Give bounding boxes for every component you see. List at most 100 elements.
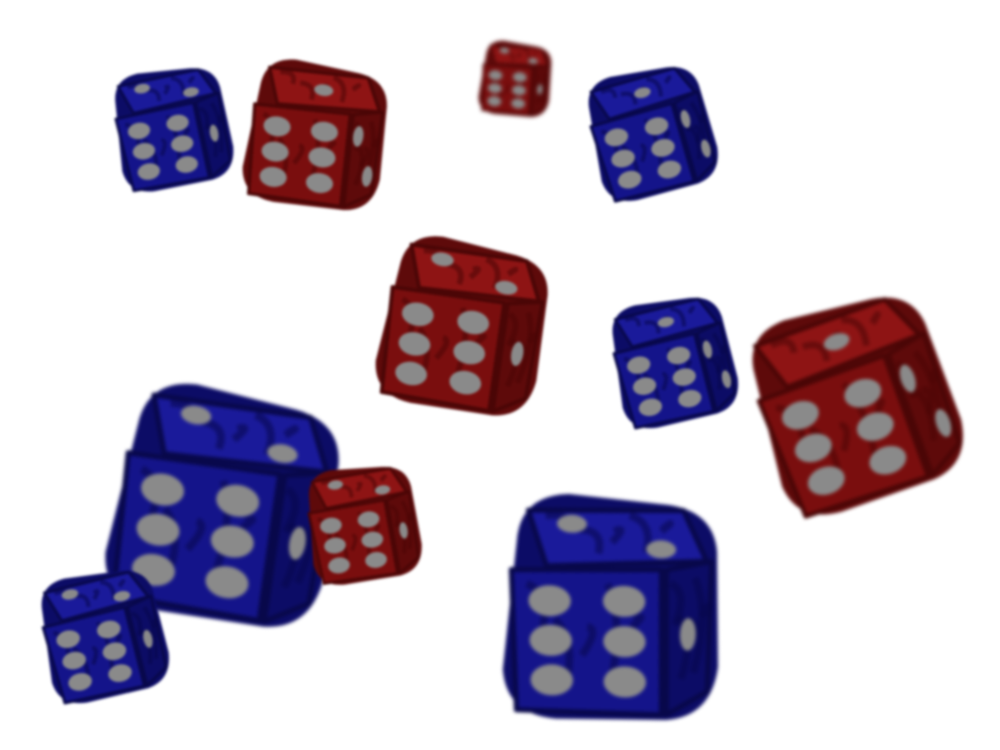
side-face	[530, 65, 551, 117]
pip	[216, 484, 260, 517]
pip	[511, 98, 526, 109]
marble-grain	[142, 605, 159, 659]
red-die-top-left	[225, 45, 406, 226]
marble-grain	[869, 311, 881, 326]
marble-grain	[358, 146, 371, 168]
blue-die-center-right	[590, 279, 754, 443]
pip	[678, 389, 702, 408]
pip	[618, 170, 642, 189]
marble-grain	[187, 75, 195, 84]
top-face	[613, 297, 719, 349]
blue-die-bottom-left-graphic	[41, 570, 170, 705]
pip	[611, 149, 635, 168]
blue-die-top-right	[565, 47, 735, 217]
pip	[453, 340, 486, 365]
front-face	[508, 567, 664, 718]
side-face	[342, 110, 385, 209]
pip	[856, 412, 894, 442]
red-die-bottom-left-large	[290, 452, 435, 597]
pip	[632, 377, 657, 395]
pip	[781, 400, 819, 430]
front-face	[612, 332, 716, 430]
pip	[261, 141, 289, 162]
front-face	[41, 605, 146, 705]
pip	[512, 72, 527, 83]
pip	[651, 138, 675, 157]
marble-grain	[299, 80, 315, 101]
marble-grain	[117, 579, 126, 588]
blue-die-top-left	[95, 52, 248, 205]
marble-grain	[693, 124, 702, 143]
marble-grain	[874, 398, 886, 415]
pip	[604, 128, 629, 147]
pip	[672, 368, 696, 386]
side-face	[886, 331, 962, 478]
red-die-center	[353, 217, 571, 435]
marble-grain	[514, 311, 534, 384]
blue-die-center-right-graphic	[612, 297, 739, 430]
marble-grain	[239, 515, 257, 532]
marble-grain	[670, 306, 687, 327]
pip	[361, 531, 384, 548]
pip	[395, 361, 427, 386]
marble-grain	[532, 51, 538, 57]
marble-grain	[720, 344, 728, 355]
pip	[487, 96, 502, 107]
front-face	[589, 102, 696, 203]
pip	[108, 664, 132, 683]
pip	[209, 124, 219, 142]
pip	[357, 511, 380, 528]
marble-grain	[646, 77, 664, 97]
marble-grain	[379, 474, 387, 482]
pip	[127, 122, 151, 140]
marble-grain	[209, 102, 224, 153]
pip	[205, 566, 249, 599]
marble-grain	[516, 52, 522, 59]
marble-grain	[687, 305, 695, 315]
marble-grain	[370, 138, 381, 149]
pip	[305, 173, 334, 194]
pip	[171, 135, 194, 153]
marble-grain	[629, 613, 645, 631]
pip	[644, 117, 669, 136]
pip	[530, 664, 574, 696]
pip	[667, 346, 691, 365]
front-face	[379, 285, 507, 413]
marble-grain	[658, 520, 674, 535]
side-face	[194, 91, 232, 179]
marble-grain	[801, 341, 831, 362]
marble-grain	[684, 359, 692, 370]
marble-grain	[283, 425, 299, 439]
pip	[320, 517, 342, 534]
pip	[210, 525, 254, 558]
marble-grain	[373, 524, 381, 533]
red-die-center-graphic	[375, 236, 548, 416]
marble-grain	[769, 337, 798, 354]
marble-grain	[114, 633, 123, 644]
pip	[657, 160, 682, 179]
pip	[175, 156, 198, 173]
pip	[431, 252, 454, 267]
marble-grain	[609, 526, 625, 545]
pip	[899, 364, 916, 393]
marble-grain	[539, 70, 547, 103]
marble-grain	[503, 83, 510, 95]
pip	[510, 341, 524, 366]
marble-grain	[600, 88, 618, 98]
pip	[267, 444, 298, 464]
pip	[794, 433, 832, 463]
marble-grain	[350, 533, 358, 552]
pip	[324, 537, 346, 554]
front-face	[307, 498, 399, 585]
marble-grain	[351, 83, 362, 92]
pip	[132, 142, 156, 160]
pip	[56, 630, 80, 649]
pip	[457, 310, 490, 335]
pip	[556, 514, 587, 533]
pip	[627, 356, 651, 374]
pip	[166, 114, 189, 132]
pip	[401, 302, 434, 327]
marble-grain	[927, 368, 939, 384]
top-face	[409, 242, 541, 304]
